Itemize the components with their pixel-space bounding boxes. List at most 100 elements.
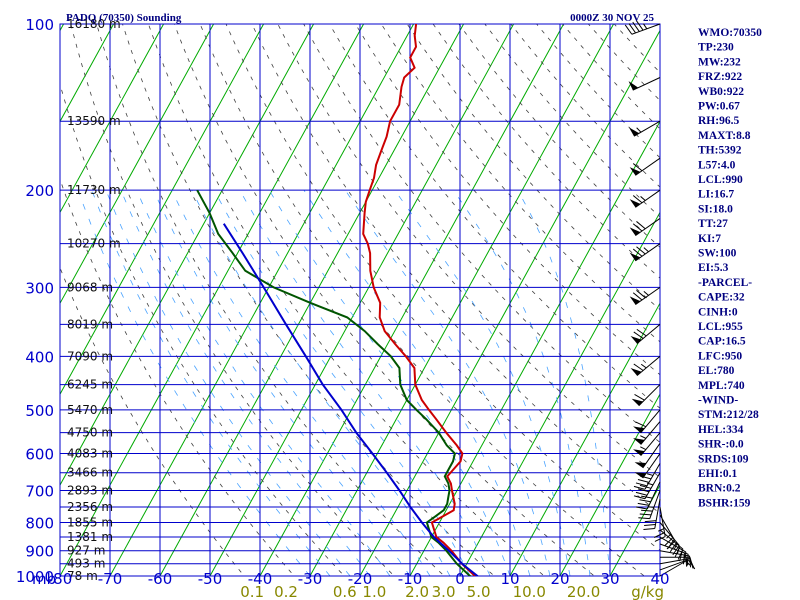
wind-barb	[643, 498, 661, 530]
height-label: 1855 m	[67, 516, 113, 530]
dry-adiabat-lines	[60, 24, 660, 576]
wind-barb	[628, 77, 661, 91]
wind-barb	[638, 490, 661, 520]
dry-adiabat-line	[173, 24, 595, 576]
wind-barb-shaft	[636, 355, 661, 377]
wind-barb-flag	[637, 488, 650, 493]
wind-barb	[629, 286, 661, 305]
wind-barb-shaft	[642, 443, 661, 469]
temperature-tick-label: 0	[455, 570, 465, 588]
dry-adiabat-line	[484, 24, 660, 218]
wind-barb-flag	[636, 221, 646, 230]
index-entry: SI:18.0	[698, 203, 733, 215]
dry-adiabat-line	[562, 24, 660, 130]
isotherm-line	[259, 24, 565, 576]
mixing-ratio-label: 10.0	[513, 583, 546, 600]
index-entry: LFC:950	[698, 350, 742, 362]
wind-barb	[633, 472, 661, 500]
dry-adiabat-line	[70, 24, 395, 576]
wind-barb-flag	[682, 551, 687, 564]
dry-adiabat-line	[251, 24, 660, 514]
mixing-ratio-label: 5.0	[467, 583, 491, 600]
isotherm-line	[0, 24, 14, 576]
wind-barb-half-flag	[640, 446, 647, 450]
wind-barb-flag	[636, 246, 646, 255]
wind-barb-flag	[641, 495, 653, 499]
isotherm-line	[60, 24, 365, 576]
mixing-ratio-label: 2.0	[405, 583, 429, 600]
index-entry: EI:5.3	[698, 262, 729, 274]
dry-adiabat-line	[199, 24, 645, 576]
moist-adiabat-line	[171, 190, 431, 576]
index-entry: PW:0.67	[698, 101, 740, 113]
wind-barb-shaft	[654, 498, 661, 529]
wind-barb-pennant	[628, 81, 639, 91]
wind-barb-shaft	[632, 77, 661, 91]
wind-barbs	[624, 20, 696, 577]
wind-barb	[633, 409, 661, 434]
mixing-ratio-label: 0.6	[333, 583, 357, 600]
index-entry: SHR-:0.0	[698, 439, 744, 451]
isotherm-line	[109, 24, 415, 576]
wind-barb-flag	[643, 527, 655, 530]
wind-barb-flag	[636, 290, 646, 299]
isotherm-line	[459, 211, 660, 576]
moist-adiabat-line	[105, 190, 351, 576]
height-label: 1381 m	[67, 530, 113, 544]
isotherm-line	[509, 302, 660, 576]
wind-barb-flag	[632, 292, 643, 301]
wind-barb-flag	[637, 478, 650, 483]
dry-adiabat-line	[96, 24, 445, 576]
wind-barb-flag	[654, 536, 666, 542]
dry-adiabat-line	[588, 24, 660, 102]
index-entry: RH:96.5	[698, 115, 739, 127]
wind-barb-flag	[636, 20, 644, 31]
moist-adiabat-line	[239, 190, 491, 576]
isotherm-line	[409, 120, 660, 576]
dry-adiabat-line	[60, 82, 345, 576]
wind-barb-pennant	[629, 199, 641, 208]
wind-barb-flag	[636, 328, 647, 337]
index-entry: CAPE:32	[698, 292, 745, 304]
wind-barb-flag	[672, 545, 680, 556]
wind-barb-flag	[689, 557, 694, 569]
wind-barb-pennant	[630, 367, 642, 376]
height-label: 2893 m	[67, 483, 113, 497]
temperature-tick-label: 20	[550, 570, 569, 588]
temperature-tick-label: -50	[198, 570, 223, 588]
wind-barb-pennant	[633, 426, 645, 433]
wind-barb-flag	[635, 491, 648, 496]
pressure-tick-label: 200	[25, 182, 54, 200]
wind-barb-flag	[633, 331, 644, 339]
wind-barb-half-flag	[666, 533, 672, 539]
mixing-ratio-label: 3.0	[432, 583, 456, 600]
wind-barb-flag	[641, 509, 653, 512]
wind-barb	[633, 421, 661, 445]
temperature-tick-label: -80	[48, 570, 73, 588]
wind-barb-pennant	[634, 462, 647, 468]
index-entry: -WIND-	[698, 395, 738, 407]
isotherm-line	[159, 24, 465, 576]
moist-adiabat-line	[136, 190, 391, 576]
moist-adiabat-line	[120, 190, 371, 576]
index-entry: EL:780	[698, 365, 735, 377]
mixing-ratio-label: 0.2	[274, 583, 298, 600]
wind-barb-shaft	[646, 481, 661, 510]
isotherm-line	[209, 24, 515, 576]
index-entry: LCL:990	[698, 174, 743, 186]
wind-barb-shaft	[659, 558, 690, 565]
height-labels: 16180 m 13590 m 11730 m 10270 m 9068 m 8019 m…	[67, 17, 121, 583]
index-entry: LCL:955	[698, 321, 743, 333]
dry-adiabat-line	[60, 178, 295, 576]
index-entry: BSHR:159	[698, 497, 751, 509]
isotherm-line	[559, 393, 660, 576]
wind-barb	[635, 481, 661, 510]
wind-barb-flag	[632, 21, 640, 32]
index-entry: WB0:922	[698, 86, 744, 98]
index-entry: SRDS:109	[698, 453, 749, 465]
wind-barb-half-flag	[673, 543, 678, 550]
wind-barb-pennant	[629, 296, 641, 305]
isotherm-line	[60, 24, 165, 214]
